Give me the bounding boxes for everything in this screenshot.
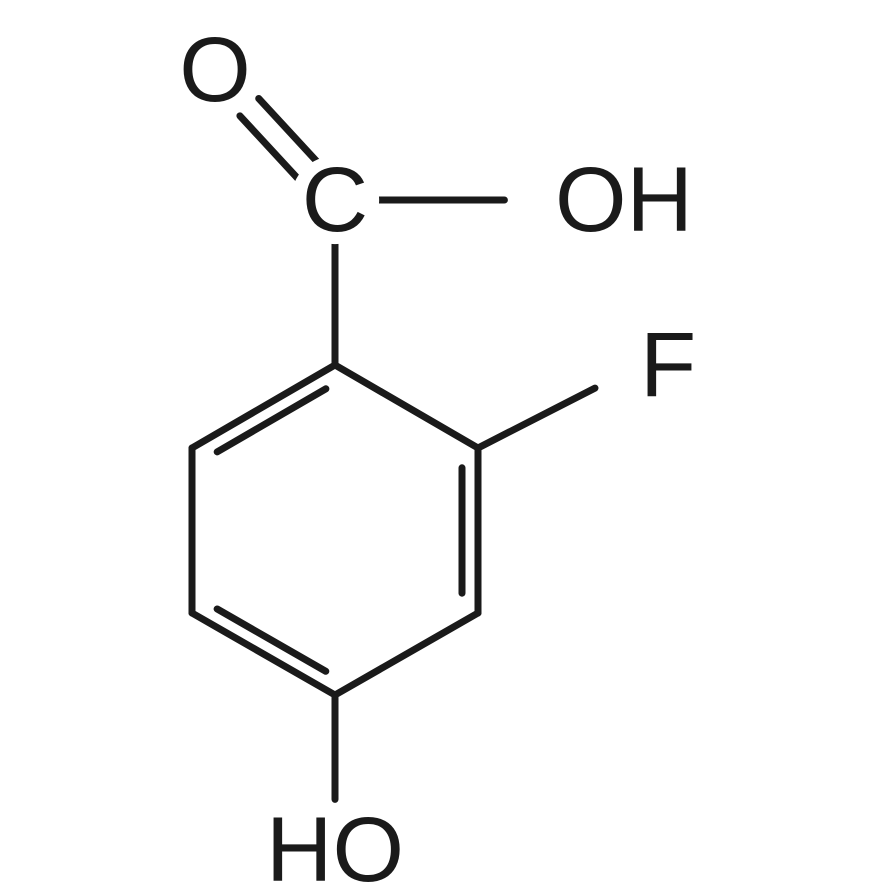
atom-label-OH_p: HO	[266, 799, 404, 890]
atom-label-O_dbl: O	[179, 19, 251, 121]
atom-label-OH_c: OH	[555, 149, 693, 251]
atom-label-C7: C	[302, 149, 368, 251]
chemical-structure-diagram: O OH F HO C	[0, 0, 890, 890]
atom-label-F: F	[640, 314, 696, 416]
